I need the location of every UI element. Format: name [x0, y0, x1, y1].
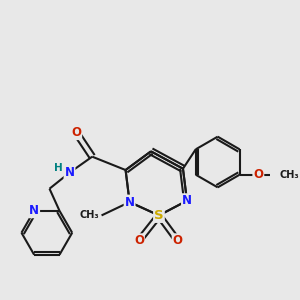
Text: CH₃: CH₃ [79, 210, 99, 220]
Text: N: N [29, 204, 39, 217]
Text: S: S [154, 209, 164, 222]
Text: O: O [172, 234, 183, 247]
Text: N: N [182, 194, 192, 207]
Text: N: N [124, 196, 135, 208]
Text: H: H [54, 163, 63, 173]
Text: CH₃: CH₃ [280, 170, 299, 180]
Text: N: N [64, 166, 74, 179]
Text: O: O [71, 126, 81, 139]
Text: O: O [134, 234, 144, 247]
Text: O: O [253, 168, 263, 181]
